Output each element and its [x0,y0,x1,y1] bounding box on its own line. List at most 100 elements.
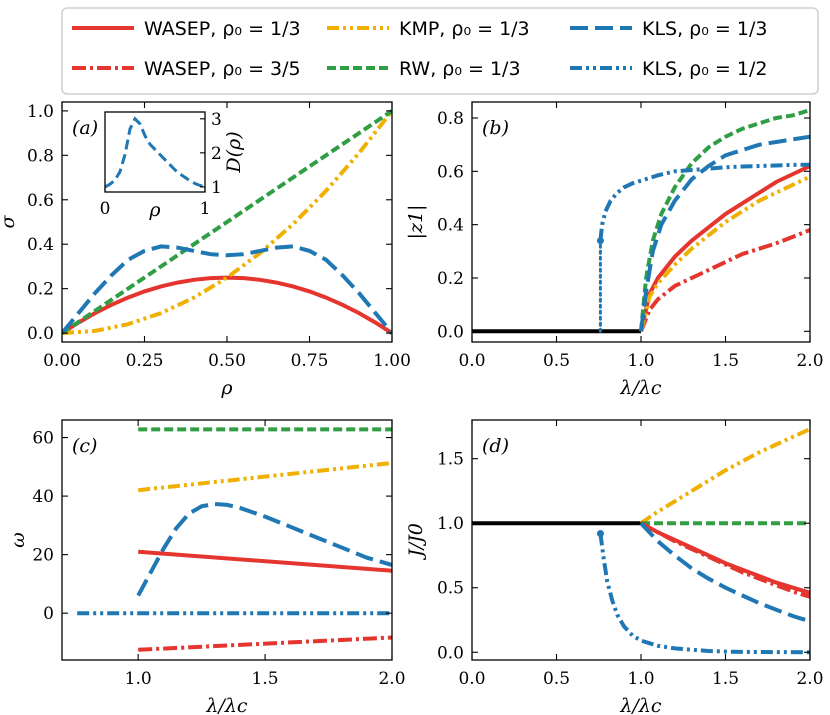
series-line [639,521,810,624]
legend-item-wasep35: WASEP, ρ₀ = 3/5 [72,58,301,80]
x-tick-label: 0.50 [208,351,246,371]
x-axis-label: λ/λc [205,695,247,715]
y-axis-label: ω [7,532,29,548]
panel-label: (d) [482,435,509,457]
y-axis-label: J/J0 [405,523,427,561]
legend-label: KMP, ρ₀ = 1/3 [399,18,530,40]
series-line [62,244,392,335]
legend-label: WASEP, ρ₀ = 3/5 [144,58,301,80]
y-tick-label: 0.2 [437,269,464,289]
y-tick-label: 60 [32,429,54,449]
y-tick-label: 0.0 [27,324,54,344]
x-axis-label: λ/λc [619,377,661,399]
y-tick-label: 0.6 [27,191,54,211]
legend-item-kls13: KLS, ρ₀ = 1/3 [570,18,767,40]
series-line [639,228,810,333]
panel-b: 0.0 0.5 1.0 1.5 2.0 0.0 0.2 0.4 0.6 0.8 λ/λc |z1| (b… [405,101,824,399]
y-tick-label: 20 [32,546,54,566]
inset-axes-frame [104,111,206,193]
x-axis-label: ρ [220,377,233,399]
x-tick-label: 0.5 [543,351,570,371]
series-group [62,109,392,336]
legend-item-kls12: KLS, ρ₀ = 1/2 [570,58,767,80]
x-tick-label: 1.00 [373,351,411,371]
x-tick-label: 0.5 [543,669,570,689]
panel-c: 1.0 1.5 2.0 0 20 40 60 λ/λc ω (c) [7,419,406,715]
series-line [639,174,810,332]
legend-label: RW, ρ₀ = 1/3 [399,58,521,80]
x-tick-label: 1.5 [712,669,739,689]
panel-a: 0.00 0.25 0.50 0.75 1.00 0.0 0.2 0.4 0.6 0.8 1.0 ρ σ… [0,101,411,399]
legend-item-rw13: RW, ρ₀ = 1/3 [327,58,521,80]
legend-label: WASEP, ρ₀ = 1/3 [144,18,301,40]
legend-item-kmp13: KMP, ρ₀ = 1/3 [327,18,530,40]
x-tick-label: 0.0 [458,669,485,689]
y-tick-label: 0.8 [27,146,54,166]
inset-series-line [104,116,206,189]
inset-y-tick-label: 3 [211,110,222,130]
series-line [639,134,810,332]
series-line [138,635,392,652]
inset-y-axis-label: D(ρ) [223,131,245,173]
panel-label: (c) [72,435,97,457]
inset-plot: 0 11 2 3 ρ D(ρ) [100,110,245,221]
x-tick-label: 1.0 [125,669,152,689]
legend: WASEP, ρ₀ = 1/3 WASEP, ρ₀ = 3/5 KMP, ρ₀ = … [61,7,819,95]
x-tick-label: 0.25 [126,351,164,371]
series-line [639,164,810,332]
inset-y-tick-label: 1 [211,178,222,198]
axes-frame [471,101,811,343]
y-tick-label: 0.2 [27,280,54,300]
x-tick-label: 1.0 [627,669,654,689]
y-tick-label: 0.4 [27,235,54,255]
legend-label: KLS, ρ₀ = 1/2 [642,58,767,80]
x-axis-label: λ/λc [619,695,661,715]
point-marker [596,530,604,538]
y-axis-label: σ [0,214,19,228]
series-group [472,108,810,334]
y-tick-label: 1.5 [437,450,464,470]
panel-label: (a) [72,117,98,139]
series-line [62,275,392,335]
series-line [62,109,392,336]
y-tick-label: 0.6 [437,162,464,182]
y-tick-label: 1.0 [437,514,464,534]
axes-frame [471,419,811,661]
y-tick-label: 0 [43,604,54,624]
x-tick-label: 0.0 [458,351,485,371]
y-tick-label: 40 [32,487,54,507]
x-tick-label: 1.0 [627,351,654,371]
legend-label: KLS, ρ₀ = 1/3 [642,18,767,40]
inset-x-tick-label: 1 [200,199,211,219]
series-line [640,521,810,595]
y-axis-label: |z1| [405,205,427,240]
x-tick-label: 2.0 [796,351,823,371]
series-line [639,427,810,525]
series-line [138,549,392,573]
series-line [598,162,810,241]
x-tick-label: 0.00 [43,351,81,371]
y-tick-label: 0.0 [437,643,464,663]
series-line [136,501,392,597]
inset-x-axis-label: ρ [148,199,161,221]
series-line [598,533,810,655]
series-group [77,427,392,652]
series-line [62,109,392,335]
y-tick-label: 1.0 [27,102,54,122]
y-tick-label: 0.4 [437,216,464,236]
y-tick-label: 0.5 [437,579,464,599]
inset-y-tick-label: 2 [211,144,222,164]
x-tick-label: 1.5 [712,351,739,371]
x-tick-label: 0.75 [291,351,329,371]
y-tick-label: 0.0 [437,322,464,342]
y-tick-label: 0.8 [437,109,464,129]
x-tick-label: 2.0 [796,669,823,689]
x-tick-label: 1.5 [252,669,279,689]
x-tick-label: 2.0 [378,669,405,689]
inset-x-tick-label: 0 [100,199,111,219]
panel-d: 0.0 0.5 1.0 1.5 2.0 0.0 0.5 1.0 1.5 λ/λc J/J0 (d) [405,419,824,715]
series-line [137,461,392,493]
series-line [639,108,810,332]
legend-item-wasep13: WASEP, ρ₀ = 1/3 [72,18,301,40]
